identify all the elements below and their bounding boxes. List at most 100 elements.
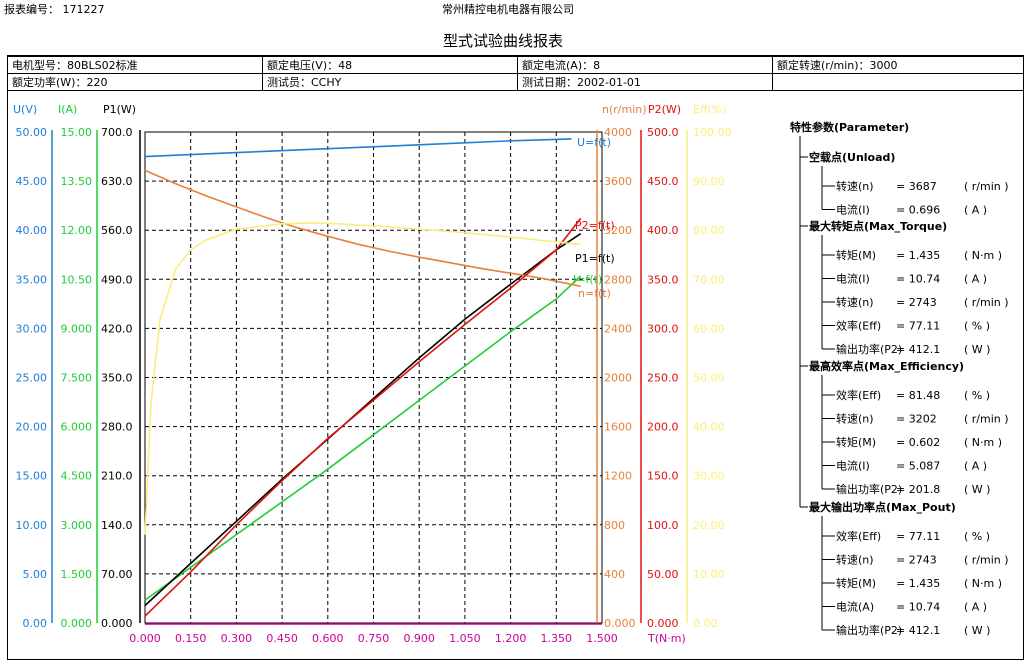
y-tick-label: 12.00	[61, 224, 93, 237]
company-name: 常州精控电机电器有限公司	[442, 3, 574, 16]
y-tick-label: 2400	[604, 322, 632, 335]
y-axis-title-eff: Eff(%)	[693, 103, 727, 116]
info-row: 电机型号：80BLS02标准 额定电压(V)：48 额定电流(A)：8 额定转速…	[7, 56, 1024, 74]
motor-info-table: 电机型号：80BLS02标准 额定电压(V)：48 额定电流(A)：8 额定转速…	[7, 56, 1024, 91]
param-unit: ( r/min )	[964, 413, 1009, 426]
param-unit: ( N·m )	[964, 249, 1002, 262]
y-tick-label: 1.500	[61, 568, 93, 581]
x-tick-label: 0.300	[221, 632, 253, 645]
params-group-title: 最大转矩点(Max_Torque)	[809, 219, 947, 233]
y-tick-label: 15.00	[61, 126, 93, 139]
param-label: 电流(I)	[836, 459, 870, 473]
y-tick-label: 400.0	[647, 224, 679, 237]
x-axis-title: T(N·m)	[647, 632, 686, 645]
x-tick-label: 0.600	[312, 632, 344, 645]
x-tick-label: 0.450	[266, 632, 298, 645]
param-unit: ( % )	[964, 389, 990, 402]
param-unit: ( N·m )	[964, 436, 1002, 449]
y-tick-label: 1600	[604, 421, 632, 434]
y-tick-label: 4.500	[61, 470, 93, 483]
param-value: = 77.11	[896, 530, 940, 543]
y-tick-label: 3.000	[61, 519, 93, 532]
y-tick-label: 350.0	[101, 372, 133, 385]
param-label: 转速(n)	[836, 412, 874, 426]
tester: 测试员：CCHY	[262, 73, 518, 91]
y-axis-title-n: n(r/min)	[602, 103, 647, 116]
series-line-eff	[144, 222, 581, 535]
y-tick-label: 3600	[604, 175, 632, 188]
y-tick-label: 2800	[604, 273, 632, 286]
y-tick-label: 20.00	[16, 421, 48, 434]
y-tick-label: 2000	[604, 372, 632, 385]
y-tick-label: 100.0	[647, 519, 679, 532]
y-tick-label: 450.0	[647, 175, 679, 188]
param-label: 转矩(M)	[836, 248, 876, 262]
y-tick-label: 50.00	[693, 372, 725, 385]
y-tick-label: 200.0	[647, 421, 679, 434]
param-value: = 201.8	[896, 483, 940, 496]
params-title: 特性参数(Parameter)	[790, 120, 909, 134]
y-tick-label: 40.00	[693, 421, 725, 434]
param-label: 转速(n)	[836, 295, 874, 309]
series-line-n	[144, 169, 581, 288]
series-label-u: U=f(t)	[577, 136, 611, 149]
series-label-p1: P1=f(t)	[575, 252, 615, 265]
param-label: 转速(n)	[836, 179, 874, 193]
y-tick-label: 7.500	[61, 372, 93, 385]
report-title: 型式试验曲线报表	[443, 32, 564, 50]
series-line-p2	[144, 217, 582, 617]
param-value: = 1.435	[896, 577, 940, 590]
param-value: = 2743	[896, 296, 937, 309]
y-tick-label: 60.00	[693, 322, 725, 335]
param-value: = 2743	[896, 554, 937, 567]
x-tick-label: 1.500	[586, 632, 618, 645]
y-tick-label: 4000	[604, 126, 632, 139]
param-value: = 3202	[896, 413, 937, 426]
y-tick-label: 10.00	[693, 568, 725, 581]
param-label: 转速(n)	[836, 553, 874, 567]
x-tick-label: 0.900	[403, 632, 435, 645]
y-tick-label: 700.0	[101, 126, 133, 139]
x-tick-label: 1.050	[449, 632, 481, 645]
y-tick-label: 70.00	[693, 273, 725, 286]
param-value: = 5.087	[896, 460, 940, 473]
info-row: 额定功率(W)：220 测试员：CCHY 测试日期：2002-01-01	[7, 73, 1024, 91]
y-tick-label: 25.00	[16, 372, 48, 385]
y-tick-label: 630.0	[101, 175, 133, 188]
param-label: 转矩(M)	[836, 435, 876, 449]
series-line-u	[144, 138, 572, 158]
param-value: = 81.48	[896, 389, 940, 402]
y-tick-label: 150.0	[647, 470, 679, 483]
param-label: 电流(A)	[836, 600, 874, 614]
y-tick-label: 70.00	[101, 568, 133, 581]
param-unit: ( % )	[964, 530, 990, 543]
param-unit: ( r/min )	[964, 296, 1009, 309]
info-empty-cell	[772, 73, 1024, 91]
series-line-i	[144, 275, 582, 601]
param-unit: ( r/min )	[964, 180, 1009, 193]
y-tick-label: 50.00	[647, 568, 679, 581]
y-tick-label: 0.000	[604, 617, 636, 630]
x-tick-label: 0.000	[129, 632, 161, 645]
y-tick-label: 250.0	[647, 372, 679, 385]
y-tick-label: 20.00	[693, 519, 725, 532]
y-tick-label: 45.00	[16, 175, 48, 188]
x-tick-label: 0.750	[358, 632, 390, 645]
y-tick-label: 80.00	[693, 224, 725, 237]
y-tick-label: 300.0	[647, 322, 679, 335]
y-axis-title-i: I(A)	[58, 103, 77, 116]
x-tick-label: 1.200	[495, 632, 527, 645]
series-line-p1	[144, 233, 582, 607]
y-tick-label: 1200	[604, 470, 632, 483]
param-unit: ( W )	[964, 483, 990, 496]
y-axis-title-p1: P1(W)	[103, 103, 136, 116]
param-label: 输出功率(P2)	[836, 623, 902, 637]
series-label-i: I=f(t)	[573, 273, 602, 286]
y-tick-label: 280.0	[101, 421, 133, 434]
param-unit: ( A )	[964, 273, 987, 286]
y-tick-label: 15.00	[16, 470, 48, 483]
param-value: = 77.11	[896, 320, 940, 333]
param-unit: ( W )	[964, 343, 990, 356]
param-label: 效率(Eff)	[836, 529, 881, 543]
